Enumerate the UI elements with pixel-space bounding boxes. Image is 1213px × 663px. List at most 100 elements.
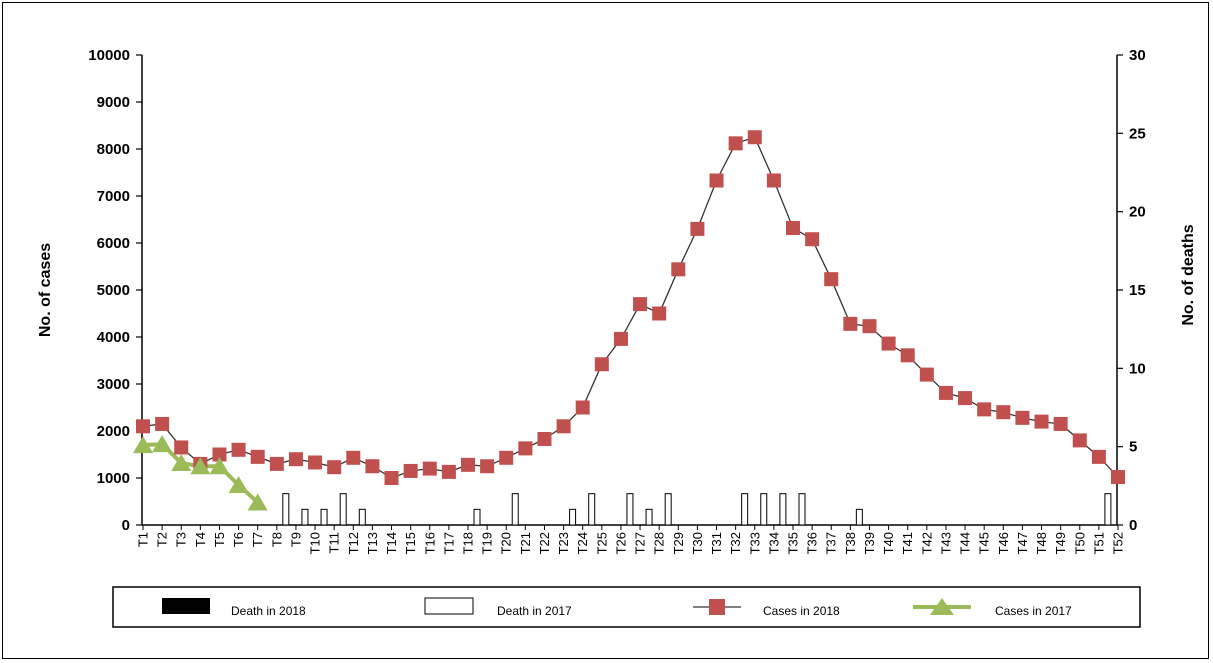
legend-label: Cases in 2017	[995, 604, 1072, 618]
x-tick-label: T21	[518, 532, 533, 554]
x-tick-label: T10	[308, 532, 323, 554]
death-bar	[798, 493, 806, 526]
y2-tick-label: 30	[1129, 47, 1146, 64]
death-bar	[626, 493, 634, 526]
legend-death-2017-swatch	[424, 597, 474, 615]
cases-2018-point	[919, 367, 934, 382]
x-tick-label: T47	[1015, 532, 1030, 554]
y-tick-label: 9000	[97, 94, 130, 111]
cases-2018-point	[327, 460, 342, 475]
cases-2018-point	[575, 400, 590, 415]
cases-2018-point	[671, 262, 686, 277]
legend-label: Death in 2018	[231, 604, 306, 618]
cases-2018-point	[231, 442, 246, 457]
y-tick-label: 1000	[97, 470, 130, 487]
y2-tick-label: 10	[1129, 360, 1146, 377]
cases-2018-point	[1091, 449, 1106, 464]
x-tick-label: T18	[461, 532, 476, 554]
cases-2018-point	[881, 336, 896, 351]
x-tick-label: T22	[537, 532, 552, 554]
cases-2018-line	[142, 136, 1119, 479]
y2-tick-label: 15	[1129, 282, 1146, 299]
x-tick-label: T30	[690, 532, 705, 554]
death-bar	[511, 493, 519, 526]
y2-axis-label: No. of deaths	[1180, 224, 1197, 325]
x-tick-label: T43	[938, 532, 953, 554]
x-tick-label: T16	[422, 532, 437, 554]
legend-cases-2017-marker	[930, 598, 954, 615]
x-tick-label: T29	[671, 532, 686, 554]
legend-cases-2018-marker	[709, 599, 725, 615]
cases-2017-point	[247, 493, 268, 511]
cases-2018-point	[1111, 470, 1125, 485]
x-tick-label: T50	[1072, 532, 1087, 554]
x-tick-label: T2	[155, 532, 170, 547]
cases-2017-point	[171, 453, 192, 471]
x-tick-label: T52	[1111, 532, 1126, 554]
x-tick-label: T9	[288, 532, 303, 547]
x-tick-label: T31	[709, 532, 724, 554]
y-tick-label: 0	[122, 517, 130, 534]
death-bar	[358, 508, 366, 526]
x-tick-label: T49	[1053, 532, 1068, 554]
x-tick-label: T39	[862, 532, 877, 554]
cases-2018-point	[958, 391, 973, 406]
y2-tick-label: 25	[1129, 125, 1146, 142]
cases-2018-point	[480, 459, 495, 474]
death-bar	[473, 508, 481, 526]
cases-2018-point	[518, 441, 533, 456]
death-bar	[779, 493, 787, 526]
x-tick-label: T12	[346, 532, 361, 554]
x-tick-label: T15	[403, 532, 418, 554]
x-tick-label: T27	[633, 532, 648, 554]
cases-2017-point	[152, 435, 173, 453]
cases-2018-point	[556, 419, 571, 434]
cases-2018-point	[1015, 410, 1030, 425]
x-tick-label: T23	[556, 532, 571, 554]
x-tick-label: T1	[136, 532, 151, 547]
cases-2018-point	[384, 471, 399, 485]
cases-2018-point	[499, 450, 514, 465]
cases-2018-point	[766, 173, 781, 188]
x-tick-label: T37	[824, 532, 839, 554]
y2-tick-label: 5	[1129, 439, 1137, 456]
y-tick-label: 7000	[97, 188, 130, 205]
x-tick-label: T42	[919, 532, 934, 554]
x-tick-label: T13	[365, 532, 380, 554]
death-bar	[339, 493, 347, 526]
x-tick-label: T35	[786, 532, 801, 554]
death-bar	[301, 508, 309, 526]
cases-2017-point	[133, 436, 153, 454]
y2-tick-label: 20	[1129, 204, 1146, 221]
cases-2018-point	[288, 452, 303, 467]
cases-2018-point	[365, 459, 380, 474]
death-bar	[741, 493, 749, 526]
x-tick-label: T26	[613, 532, 628, 554]
death-bar	[569, 508, 577, 526]
axes: 0100020003000400050006000700080009000100…	[88, 47, 1145, 554]
x-tick-label: T40	[881, 532, 896, 554]
x-tick-label: T19	[480, 532, 495, 554]
cases-2018-point	[747, 130, 762, 145]
x-tick-label: T44	[958, 532, 973, 554]
cases-2018-point	[537, 431, 552, 446]
x-tick-label: T38	[843, 532, 858, 554]
lines	[142, 136, 1119, 504]
y-tick-label: 10000	[88, 47, 130, 64]
x-tick-label: T17	[441, 532, 456, 554]
x-tick-label: T41	[900, 532, 915, 554]
y-tick-label: 5000	[97, 282, 130, 299]
legend: Death in 2018 Death in 2017 Cases in 2018 C…	[112, 586, 1141, 628]
cases-2017-point	[209, 457, 230, 475]
cases-2018-point	[155, 416, 170, 431]
x-tick-label: T7	[250, 532, 265, 547]
x-tick-label: T45	[977, 532, 992, 554]
x-tick-label: T11	[327, 532, 342, 553]
x-tick-label: T6	[231, 532, 246, 547]
death-bar	[645, 508, 653, 526]
x-tick-label: T34	[766, 532, 781, 554]
x-tick-label: T33	[747, 532, 762, 554]
cases-2018-point	[996, 405, 1011, 420]
cases-2018-point	[824, 272, 839, 287]
y2-tick-label: 0	[1129, 517, 1137, 534]
